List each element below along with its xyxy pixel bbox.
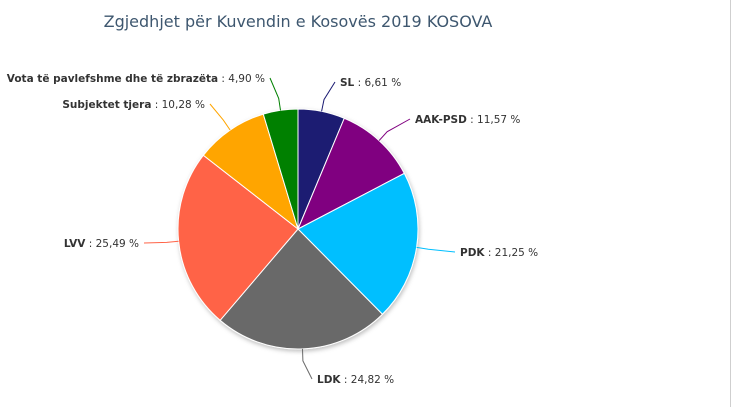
slice-label-name: LDK — [317, 374, 341, 386]
slice-label: Vota të pavlefshme dhe të zbrazëta : 4,9… — [7, 73, 265, 85]
pie-slices — [177, 108, 419, 350]
slice-label-name: SL — [340, 77, 355, 89]
leader-line — [302, 348, 313, 380]
leader-line — [416, 246, 456, 253]
slice-label-value: : 21,25 % — [485, 247, 539, 259]
leader-line — [143, 240, 179, 244]
leader-line — [209, 103, 231, 131]
slice-label-value: : 25,49 % — [85, 238, 139, 250]
slice-label-name: AAK-PSD — [415, 114, 467, 126]
slice-labels: SL : 6,61 % AAK-PSD : 11,57 % PDK : 21,25 … — [7, 73, 538, 386]
pie-slice-lvv[interactable] — [177, 154, 299, 322]
slice-label-value: : 4,90 % — [218, 73, 265, 85]
slice-label-value: : 11,57 % — [467, 114, 521, 126]
slice-label: Subjektet tjera : 10,28 % — [62, 99, 205, 111]
panel-divider — [730, 0, 731, 407]
slice-label: AAK-PSD : 11,57 % — [415, 114, 520, 126]
label-connectors — [143, 77, 456, 380]
slice-label-name: Vota të pavlefshme dhe të zbrazëta — [7, 73, 218, 85]
leader-line — [378, 118, 411, 141]
slice-label-name: PDK — [460, 247, 485, 259]
slice-label-value: : 10,28 % — [151, 99, 205, 111]
slice-label-name: Subjektet tjera — [62, 99, 151, 111]
slice-label: SL : 6,61 % — [340, 77, 401, 89]
slice-label: LVV : 25,49 % — [64, 238, 139, 250]
leader-line — [321, 81, 336, 112]
slice-label-value: : 6,61 % — [354, 77, 401, 89]
slice-label-name: LVV — [64, 238, 86, 250]
slice-label: LDK : 24,82 % — [317, 374, 394, 386]
pie-slice-subjektet-tjera[interactable] — [202, 113, 299, 231]
chart-title: Zgjedhjet për Kuvendin e Kosovës 2019 KO… — [104, 12, 493, 31]
slice-label-value: : 24,82 % — [341, 374, 395, 386]
slice-label: PDK : 21,25 % — [460, 247, 538, 259]
pie-slice-pdk[interactable] — [297, 172, 419, 315]
leader-line — [269, 77, 281, 111]
